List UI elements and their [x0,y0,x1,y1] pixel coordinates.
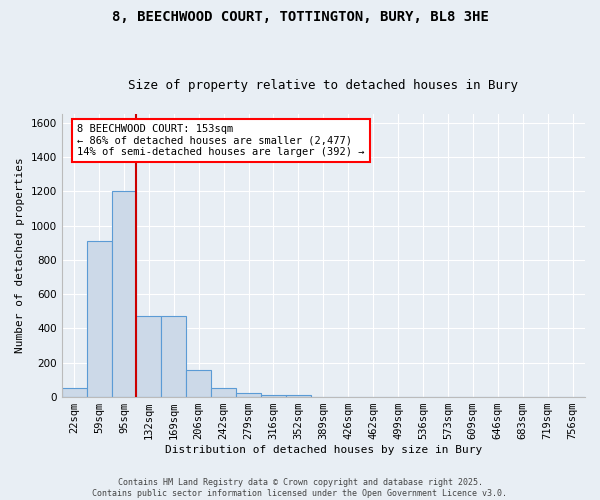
Bar [286,394,311,397]
Title: Size of property relative to detached houses in Bury: Size of property relative to detached ho… [128,79,518,92]
Bar [161,316,186,397]
Bar [136,316,161,397]
Bar [261,396,286,397]
Bar [62,388,86,397]
Bar [211,388,236,397]
Bar [112,191,136,397]
Text: 8, BEECHWOOD COURT, TOTTINGTON, BURY, BL8 3HE: 8, BEECHWOOD COURT, TOTTINGTON, BURY, BL… [112,10,488,24]
Y-axis label: Number of detached properties: Number of detached properties [15,158,25,354]
Bar [186,370,211,397]
Text: Contains HM Land Registry data © Crown copyright and database right 2025.
Contai: Contains HM Land Registry data © Crown c… [92,478,508,498]
Bar [86,241,112,397]
Text: 8 BEECHWOOD COURT: 153sqm
← 86% of detached houses are smaller (2,477)
14% of se: 8 BEECHWOOD COURT: 153sqm ← 86% of detac… [77,124,365,157]
Bar [236,393,261,397]
X-axis label: Distribution of detached houses by size in Bury: Distribution of detached houses by size … [165,445,482,455]
